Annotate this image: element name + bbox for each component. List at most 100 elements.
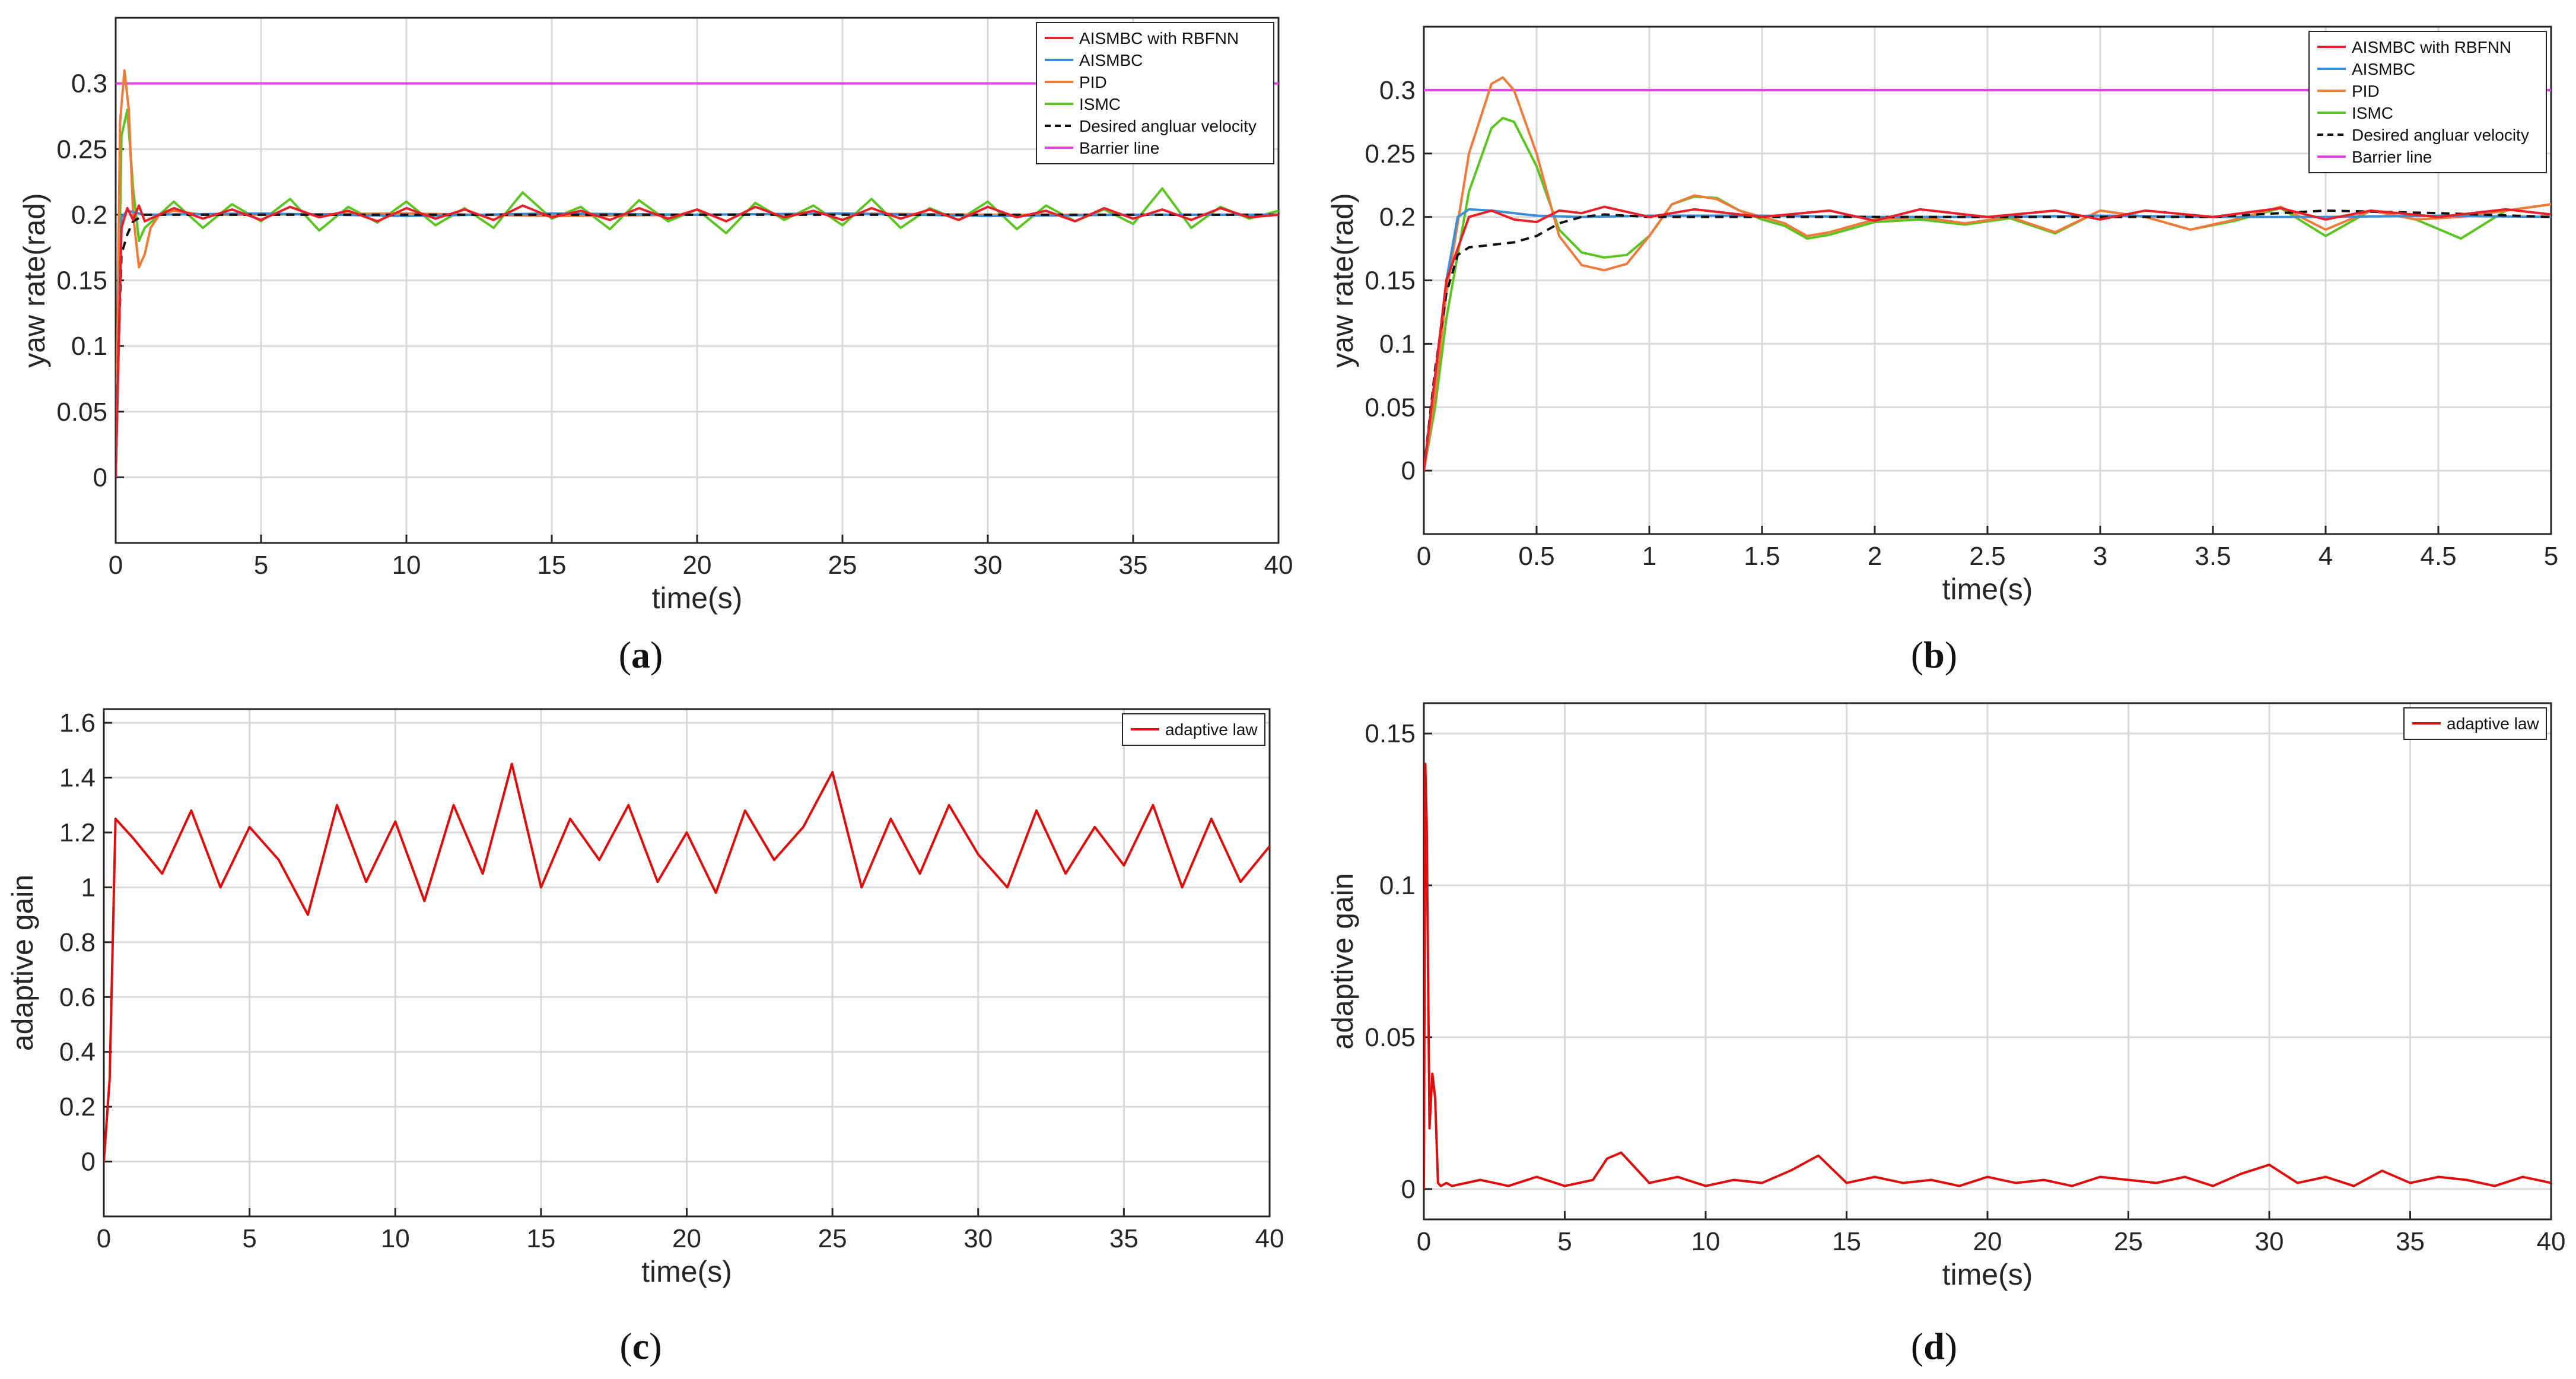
x-tick-label: 25	[818, 1224, 847, 1253]
x-tick-label: 15	[526, 1224, 555, 1253]
x-tick-label: 20	[672, 1224, 701, 1253]
legend-entry: Desired angluar velocity	[1079, 117, 1257, 135]
legend-entry: AISMBC	[1079, 51, 1143, 69]
series-line-aismbc-with-rbfnn	[116, 204, 1279, 478]
y-tick-label: 0.25	[56, 135, 107, 164]
legend: AISMBC with RBFNN AISMBC PID ISMC Desired an…	[2308, 31, 2547, 173]
legend: AISMBC with RBFNN AISMBC PID ISMC Desired an…	[1036, 22, 1274, 164]
x-tick-label: 40	[2537, 1227, 2566, 1256]
panel-b: 0 0.5 1 1.5 2 2.5 3 3.5 4 4.5 5 0 0.05 0.1 0.15 0.2 0.25…	[1326, 26, 2558, 676]
legend-entry: AISMBC with RBFNN	[2352, 38, 2511, 56]
y-tick-label: 0.6	[59, 983, 96, 1012]
x-tick-label: 0.5	[1518, 542, 1554, 571]
y-tick-label: 0.1	[1379, 329, 1416, 358]
panel-caption: (b)	[1911, 634, 1957, 676]
x-tick-label: 5	[2544, 542, 2558, 571]
legend-entry: Barrier line	[1079, 139, 1159, 157]
legend-entry: Desired angluar velocity	[2352, 126, 2529, 144]
x-tick-label: 5	[1557, 1227, 1572, 1256]
y-tick-label: 0.3	[1379, 76, 1416, 105]
x-tick-label: 15	[538, 551, 567, 580]
legend-entry: PID	[1079, 73, 1107, 91]
legend-box	[2308, 31, 2547, 173]
x-tick-label: 3.5	[2195, 542, 2231, 571]
x-tick-label: 2.5	[1969, 542, 2005, 571]
x-tick-label: 30	[2255, 1227, 2284, 1256]
y-tick-label: 0.4	[59, 1038, 96, 1067]
x-tick-label: 20	[1973, 1227, 2002, 1256]
x-axis-label: time(s)	[652, 582, 743, 615]
x-tick-label: 35	[1119, 551, 1148, 580]
x-tick-label: 35	[1109, 1224, 1138, 1253]
x-tick-label: 40	[1264, 551, 1293, 580]
x-tick-label: 10	[381, 1224, 410, 1253]
panel-caption: (d)	[1911, 1325, 1957, 1367]
legend-entry: ISMC	[1079, 95, 1121, 113]
y-tick-label: 0.15	[1365, 266, 1416, 296]
legend-entry: AISMBC with RBFNN	[1079, 29, 1239, 47]
x-tick-label: 0	[1417, 542, 1431, 571]
series-group	[116, 69, 1279, 478]
legend-entry: AISMBC	[2352, 60, 2415, 78]
panel-a: 0 5 10 15 20 25 30 35 40 0 0.05 0.1 0.15 0.2 0.25 0.3 ti…	[18, 17, 1293, 676]
x-tick-label: 4	[2319, 542, 2333, 571]
panel-caption: (c)	[619, 1325, 662, 1367]
x-tick-label: 20	[683, 551, 712, 580]
y-tick-label: 0.2	[71, 201, 107, 230]
legend: adaptive law	[2403, 707, 2547, 740]
x-axis-label: time(s)	[1942, 573, 2033, 606]
x-tick-label: 0	[1417, 1227, 1431, 1256]
y-tick-label: 0	[1401, 456, 1416, 485]
legend-entry: adaptive law	[1165, 720, 1258, 739]
series-line-pid	[1424, 76, 2551, 471]
y-tick-label: 0.05	[1365, 393, 1416, 422]
x-tick-label: 25	[828, 551, 857, 580]
series-line-desired-angluar-velocity	[1424, 209, 2551, 471]
series-line-aismbc-with-rbfnn	[1424, 205, 2551, 471]
x-tick-label: 2	[1868, 542, 1882, 571]
x-axis-label: time(s)	[1942, 1258, 2033, 1291]
series-line-adaptive-law	[104, 762, 1270, 1162]
panel-d: 0 5 10 15 20 25 30 35 40 0 0.05 0.1 0.15 time(s) adapt…	[1326, 702, 2566, 1367]
y-tick-label: 1.2	[59, 818, 96, 847]
y-tick-label: 0.2	[59, 1092, 96, 1121]
y-tick-label: 0	[1401, 1175, 1416, 1204]
legend-box	[1036, 22, 1274, 164]
y-axis-label: yaw rate(rad)	[18, 193, 51, 368]
series-line-adaptive-law	[1424, 762, 2551, 1189]
x-tick-label: 5	[254, 551, 268, 580]
x-tick-label: 35	[2396, 1227, 2425, 1256]
y-tick-label: 0.15	[56, 266, 107, 296]
x-tick-label: 15	[1832, 1227, 1861, 1256]
x-tick-label: 1	[1642, 542, 1656, 571]
y-tick-label: 0.1	[71, 332, 107, 361]
series-group	[1424, 762, 2551, 1189]
panel-caption: (a)	[619, 634, 663, 676]
y-axis-label: adaptive gain	[1326, 873, 1359, 1049]
x-tick-label: 30	[974, 551, 1003, 580]
legend-entry: ISMC	[2352, 104, 2393, 122]
x-tick-label: 0	[109, 551, 123, 580]
y-axis-label: yaw rate(rad)	[1326, 193, 1359, 368]
series-line-aismbc	[1424, 208, 2551, 471]
x-tick-label: 10	[1691, 1227, 1720, 1256]
legend: adaptive law	[1122, 713, 1265, 746]
y-tick-label: 1.4	[59, 764, 96, 793]
y-tick-label: 0.2	[1379, 203, 1416, 232]
y-tick-label: 0.1	[1379, 871, 1416, 900]
x-tick-label: 0	[97, 1224, 111, 1253]
y-tick-label: 0.15	[1365, 719, 1416, 748]
y-tick-label: 0.3	[71, 69, 107, 99]
x-tick-label: 3	[2093, 542, 2107, 571]
x-axis-label: time(s)	[641, 1255, 732, 1288]
y-tick-label: 1.6	[59, 708, 96, 738]
legend-entry: adaptive law	[2447, 714, 2539, 733]
y-tick-label: 0	[93, 463, 107, 492]
plot-border	[1423, 26, 2552, 535]
x-tick-label: 30	[963, 1224, 993, 1253]
plot-border	[103, 708, 1271, 1218]
x-tick-label: 10	[392, 551, 421, 580]
y-tick-label: 0.8	[59, 928, 96, 957]
y-tick-label: 0	[81, 1148, 96, 1177]
